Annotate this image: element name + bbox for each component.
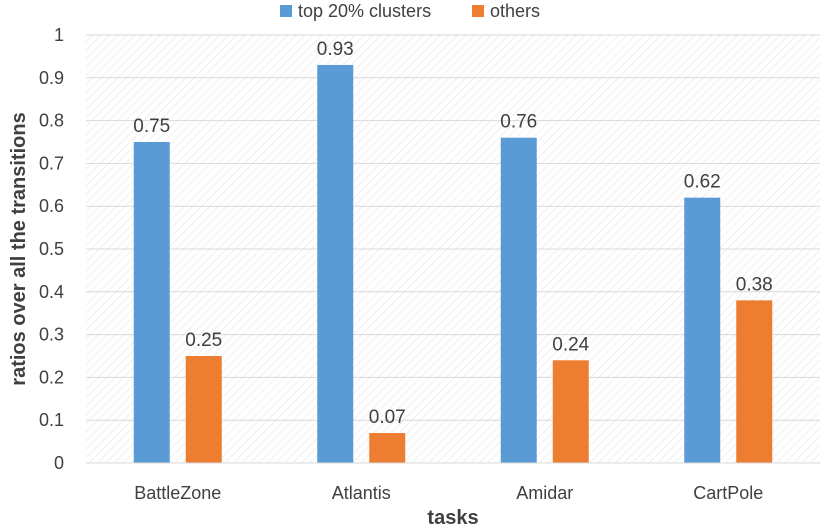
x-tick-label: Amidar: [516, 483, 573, 503]
legend-label-top-clusters: top 20% clusters: [298, 1, 431, 21]
data-labels: 0.75 0.25 0.93 0.07 0.76 0.24 0.62 0.38: [133, 39, 772, 428]
y-tick-label: 0.1: [39, 410, 64, 430]
bar-others: [369, 433, 406, 463]
x-axis-title: tasks: [427, 507, 478, 529]
y-tick-label: 0.7: [39, 153, 64, 173]
legend: top 20% clusters others: [280, 1, 540, 21]
gridlines: [86, 34, 820, 421]
y-tick-label: 0.4: [39, 282, 64, 302]
y-tick-label: 1: [54, 25, 64, 45]
legend-swatch-top-clusters: [280, 5, 292, 17]
bar-top-clusters: [317, 64, 354, 464]
bars: [133, 64, 773, 464]
bar-others: [552, 360, 589, 463]
x-axis-ticks: BattleZone Atlantis Amidar CartPole: [134, 483, 763, 503]
data-label: 0.62: [684, 172, 721, 193]
data-label: 0.24: [552, 334, 589, 355]
bar-top-clusters: [133, 142, 170, 463]
y-axis-ticks: 0 0.1 0.2 0.3 0.4 0.5 0.6 0.7 0.8 0.9 1: [39, 25, 64, 473]
data-label: 0.38: [736, 274, 773, 295]
bar-others: [185, 356, 222, 463]
data-label: 0.76: [500, 112, 537, 133]
bar-top-clusters: [500, 137, 537, 463]
x-tick-label: Atlantis: [332, 483, 391, 503]
legend-label-others: others: [490, 1, 540, 21]
x-tick-label: BattleZone: [134, 483, 221, 503]
data-label: 0.75: [133, 116, 170, 137]
y-tick-label: 0.3: [39, 325, 64, 345]
x-tick-label: CartPole: [693, 483, 763, 503]
legend-swatch-others: [472, 5, 484, 17]
bar-others: [736, 300, 773, 463]
y-tick-label: 0.5: [39, 239, 64, 259]
bar-top-clusters: [684, 197, 721, 463]
y-axis-title: ratios over all the transitions: [8, 112, 30, 385]
y-tick-label: 0.6: [39, 196, 64, 216]
data-label: 0.07: [369, 407, 406, 428]
y-tick-label: 0.2: [39, 367, 64, 387]
y-tick-label: 0.9: [39, 68, 64, 88]
y-tick-label: 0: [54, 453, 64, 473]
data-label: 0.25: [185, 330, 222, 351]
y-tick-label: 0.8: [39, 111, 64, 131]
data-label: 0.93: [317, 39, 354, 60]
